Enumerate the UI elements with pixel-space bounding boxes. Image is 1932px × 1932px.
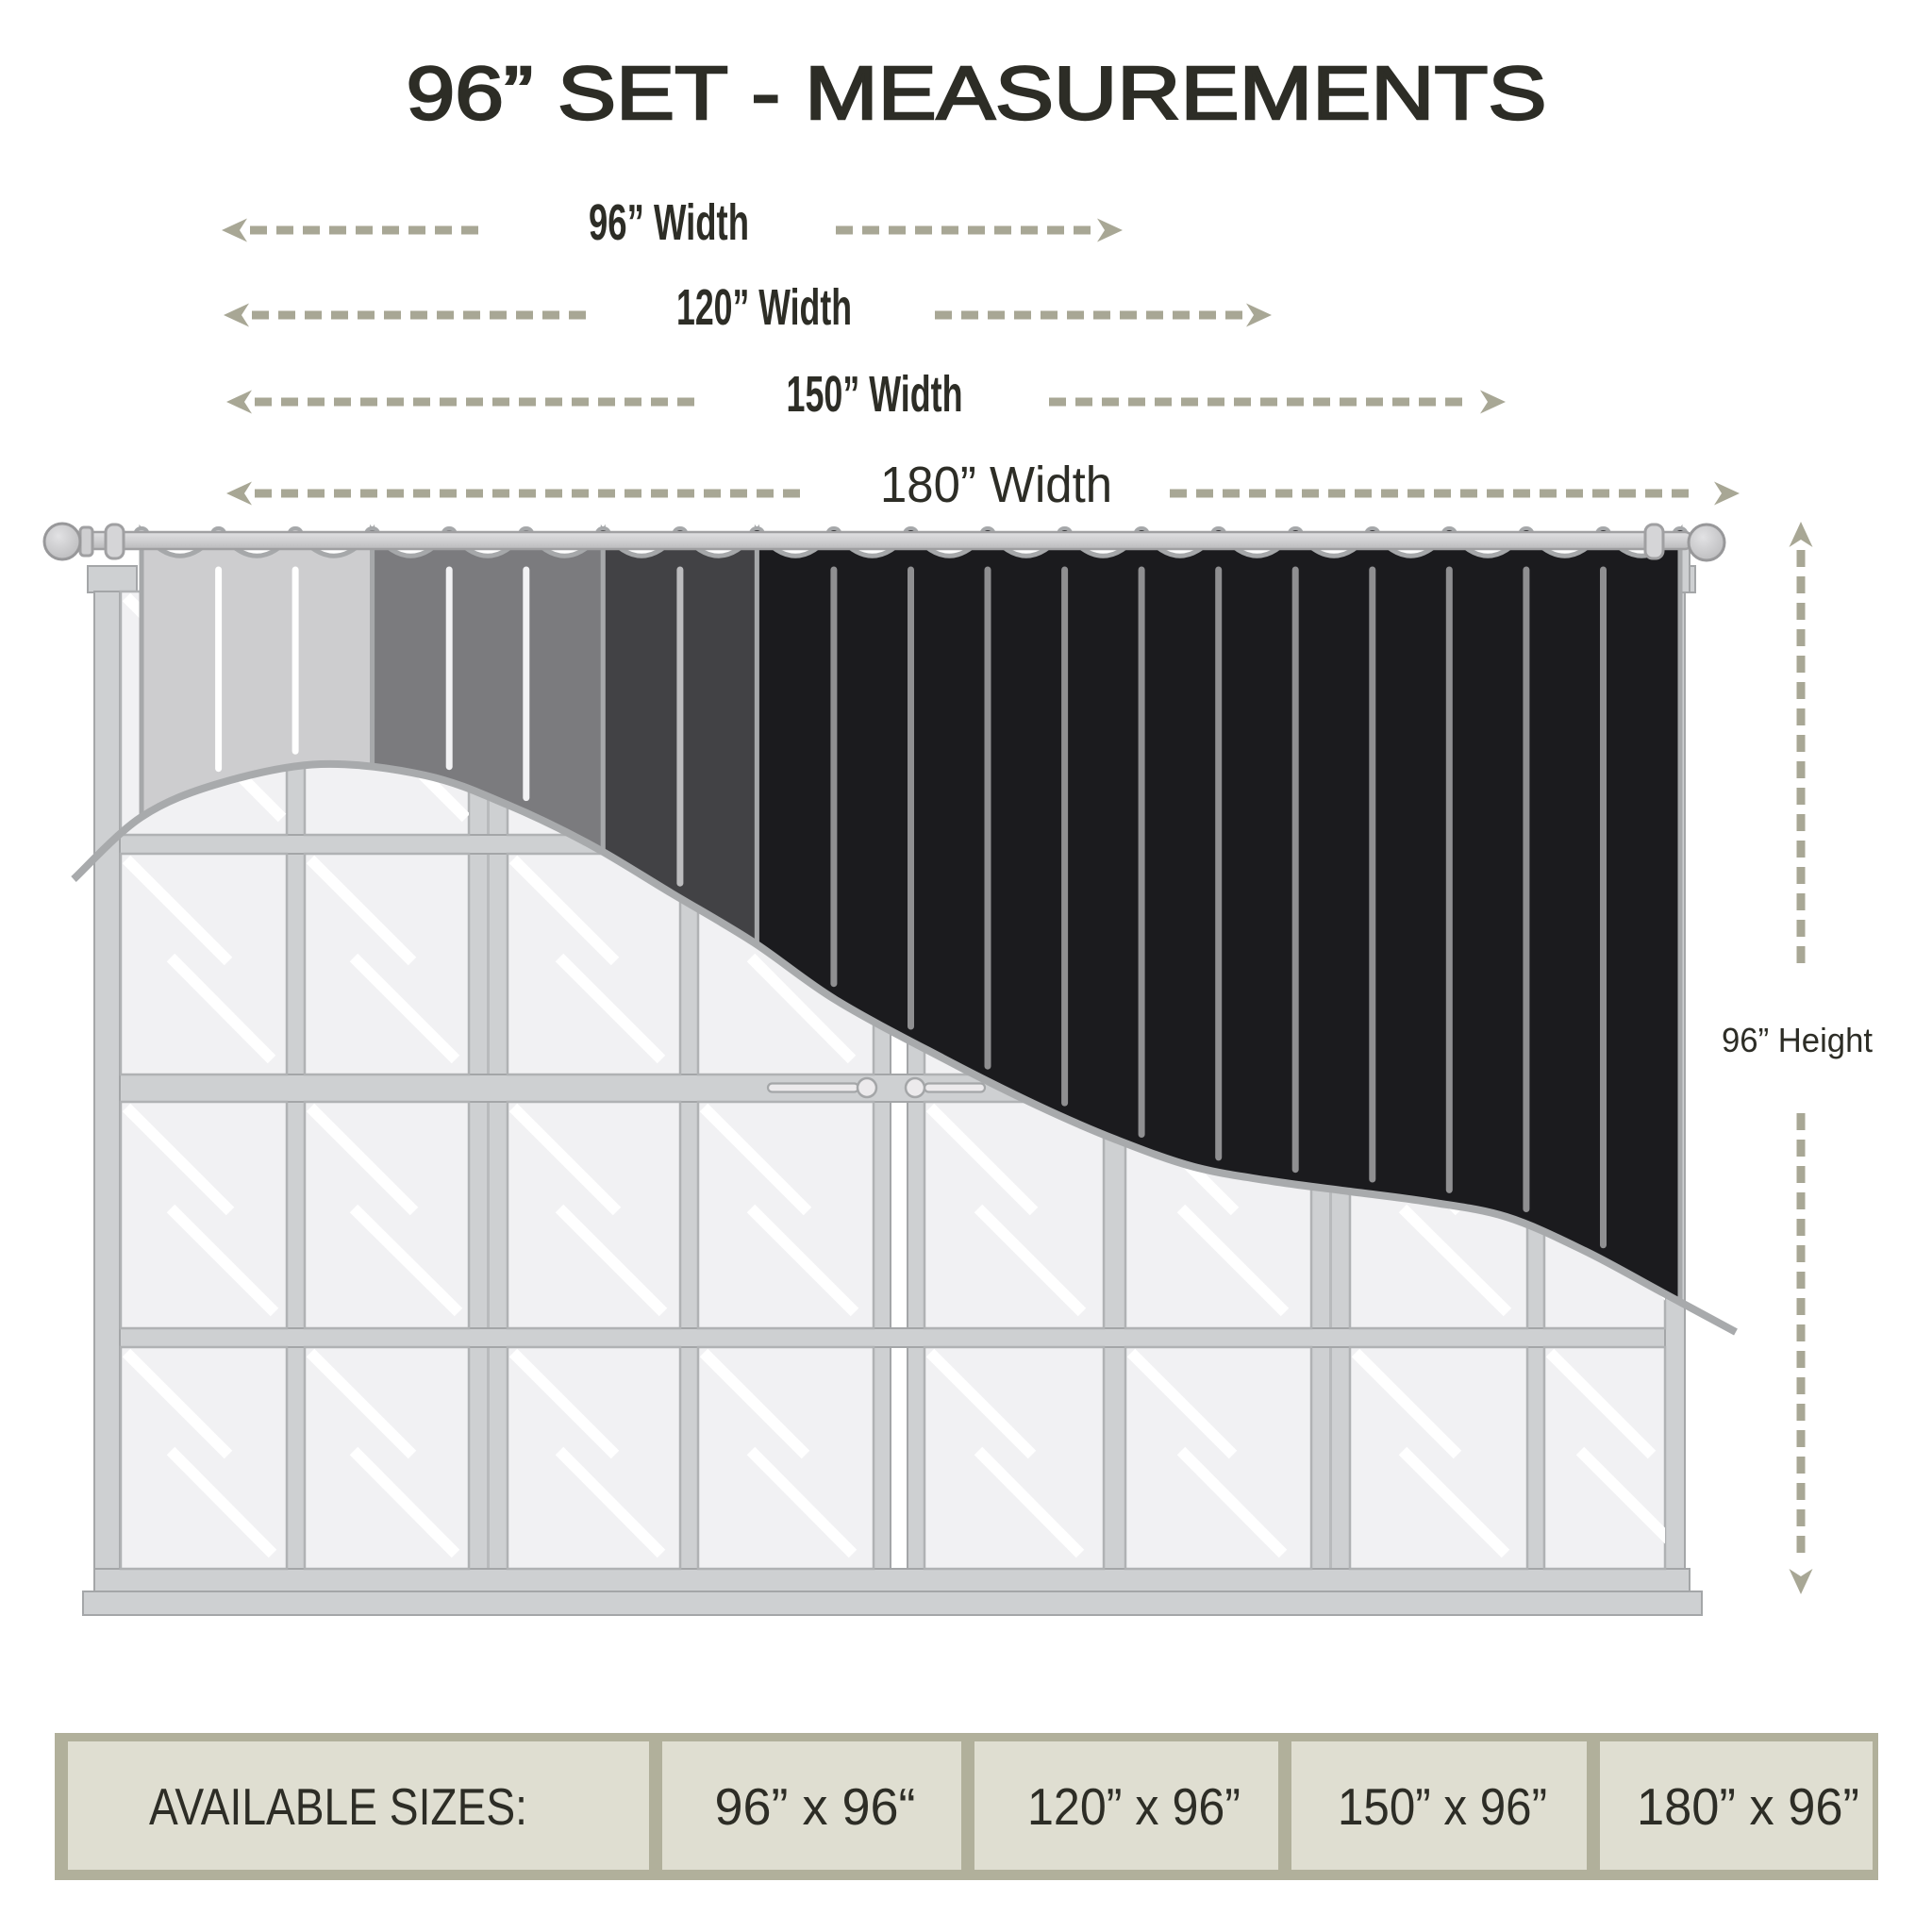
svg-text:150” Width: 150” Width [787,366,963,423]
svg-text:150” x 96”: 150” x 96” [1338,1777,1547,1836]
svg-text:96” Width: 96” Width [589,194,749,251]
svg-text:120” x 96”: 120” x 96” [1027,1777,1241,1836]
svg-text:96” Height: 96” Height [1722,1021,1873,1059]
svg-text:180” Width: 180” Width [880,457,1112,513]
svg-text:AVAILABLE SIZES:: AVAILABLE SIZES: [149,1777,527,1836]
svg-text:96” SET - MEASUREMENTS: 96” SET - MEASUREMENTS [407,51,1547,135]
svg-text:120” Width: 120” Width [676,279,852,336]
svg-text:180” x 96”: 180” x 96” [1637,1777,1859,1836]
svg-text:96” x 96“: 96” x 96“ [715,1777,916,1836]
